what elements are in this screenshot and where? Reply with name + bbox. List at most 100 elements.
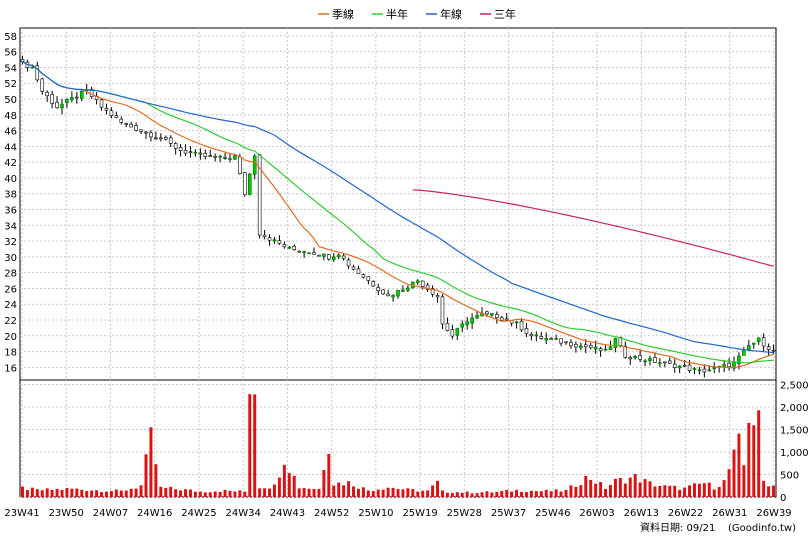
volume-bar: [312, 489, 316, 497]
volume-bar: [203, 492, 207, 497]
volume-bar: [376, 489, 380, 497]
volume-tick-label: 2,000: [780, 403, 808, 414]
candle-body: [658, 362, 662, 365]
x-tick-label: 24W43: [270, 508, 305, 519]
legend-label: 年線: [440, 7, 462, 21]
candle-body: [40, 78, 45, 92]
candle-body: [559, 338, 563, 344]
candle-body: [193, 151, 198, 154]
volume-bar: [480, 492, 484, 497]
candle-body: [672, 363, 677, 368]
x-tick-label: 25W10: [358, 508, 393, 519]
candle-body: [628, 357, 633, 360]
volume-bar: [752, 425, 756, 497]
volume-bar: [258, 488, 262, 497]
volume-bar: [589, 479, 593, 497]
volume-bar: [510, 491, 514, 497]
volume-bar: [90, 490, 94, 497]
candle-body: [495, 314, 499, 319]
volume-bar: [129, 488, 133, 497]
candle-body: [218, 155, 222, 158]
volume-bar: [678, 489, 682, 497]
candle-body: [455, 328, 460, 336]
candle-body: [312, 252, 316, 255]
candle-body: [243, 172, 247, 196]
candle-body: [593, 346, 598, 350]
candle-body: [569, 342, 573, 347]
candle-body: [223, 156, 227, 159]
x-tick-label: 23W41: [4, 508, 39, 519]
candle-body: [376, 287, 381, 291]
candle-body: [485, 311, 489, 315]
candle-body: [475, 314, 479, 319]
volume-bar: [159, 486, 163, 497]
candle-body: [159, 137, 163, 140]
candle-body: [435, 295, 440, 298]
volume-bar: [60, 489, 64, 497]
volume-bar: [475, 493, 479, 497]
candle-body: [663, 361, 667, 364]
volume-bar: [164, 487, 168, 497]
candle-body: [677, 365, 682, 369]
candle-body: [608, 346, 613, 351]
candle-body: [514, 321, 519, 324]
candle-body: [653, 357, 657, 363]
volume-bar: [65, 488, 69, 497]
candle-body: [124, 123, 129, 125]
volume-bar: [559, 491, 563, 497]
candle-body: [430, 288, 435, 295]
volume-bar: [594, 483, 598, 497]
volume-bar: [361, 487, 365, 497]
candle-body: [134, 125, 138, 131]
x-tick-label: 26W22: [668, 508, 703, 519]
x-tick-label: 26W13: [624, 508, 659, 519]
price-tick-label: 22: [4, 316, 17, 327]
volume-bar: [114, 489, 118, 497]
candle-body: [707, 369, 712, 372]
volume-bar: [272, 484, 276, 497]
volume-bar: [683, 487, 687, 497]
volume-bar: [692, 483, 696, 497]
x-tick-label: 24W07: [93, 508, 128, 519]
candle-body: [381, 289, 385, 295]
candle-body: [638, 355, 642, 360]
candle-body: [149, 132, 153, 138]
candle-body: [282, 244, 287, 248]
candle-body: [470, 317, 474, 324]
candle-body: [643, 360, 647, 363]
volume-bar: [332, 485, 336, 497]
candle-body: [188, 151, 193, 154]
volume-panel: [19, 379, 777, 498]
volume-bar: [317, 488, 321, 497]
candle-body: [702, 368, 707, 373]
candle-body: [588, 345, 593, 349]
candle-body: [55, 101, 59, 109]
volume-bar: [75, 488, 79, 497]
x-tick-label: 26W31: [712, 508, 747, 519]
price-tick-label: 16: [4, 363, 17, 374]
volume-bar: [465, 491, 469, 497]
data-date: 資料日期: 09/21: [640, 521, 715, 534]
volume-bar: [470, 493, 474, 497]
candle-body: [173, 143, 178, 149]
candle-body: [583, 344, 588, 348]
candle-body: [292, 245, 297, 250]
price-tick-label: 20: [4, 332, 17, 343]
candle-body: [322, 253, 326, 257]
volume-bar: [100, 492, 104, 497]
volume-bar: [515, 489, 519, 497]
x-tick-label: 24W34: [226, 508, 261, 519]
price-tick-label: 54: [4, 63, 17, 74]
volume-bar: [450, 493, 454, 497]
volume-bar: [55, 488, 59, 497]
volume-bar: [579, 485, 583, 497]
volume-bar: [347, 481, 351, 497]
volume-bar: [747, 422, 751, 497]
candle-body: [415, 280, 420, 283]
volume-bar: [366, 490, 370, 497]
candle-body: [687, 364, 692, 371]
candle-body: [45, 92, 49, 97]
candle-body: [445, 322, 450, 331]
candle-body: [371, 281, 376, 287]
candle-body: [490, 313, 494, 316]
